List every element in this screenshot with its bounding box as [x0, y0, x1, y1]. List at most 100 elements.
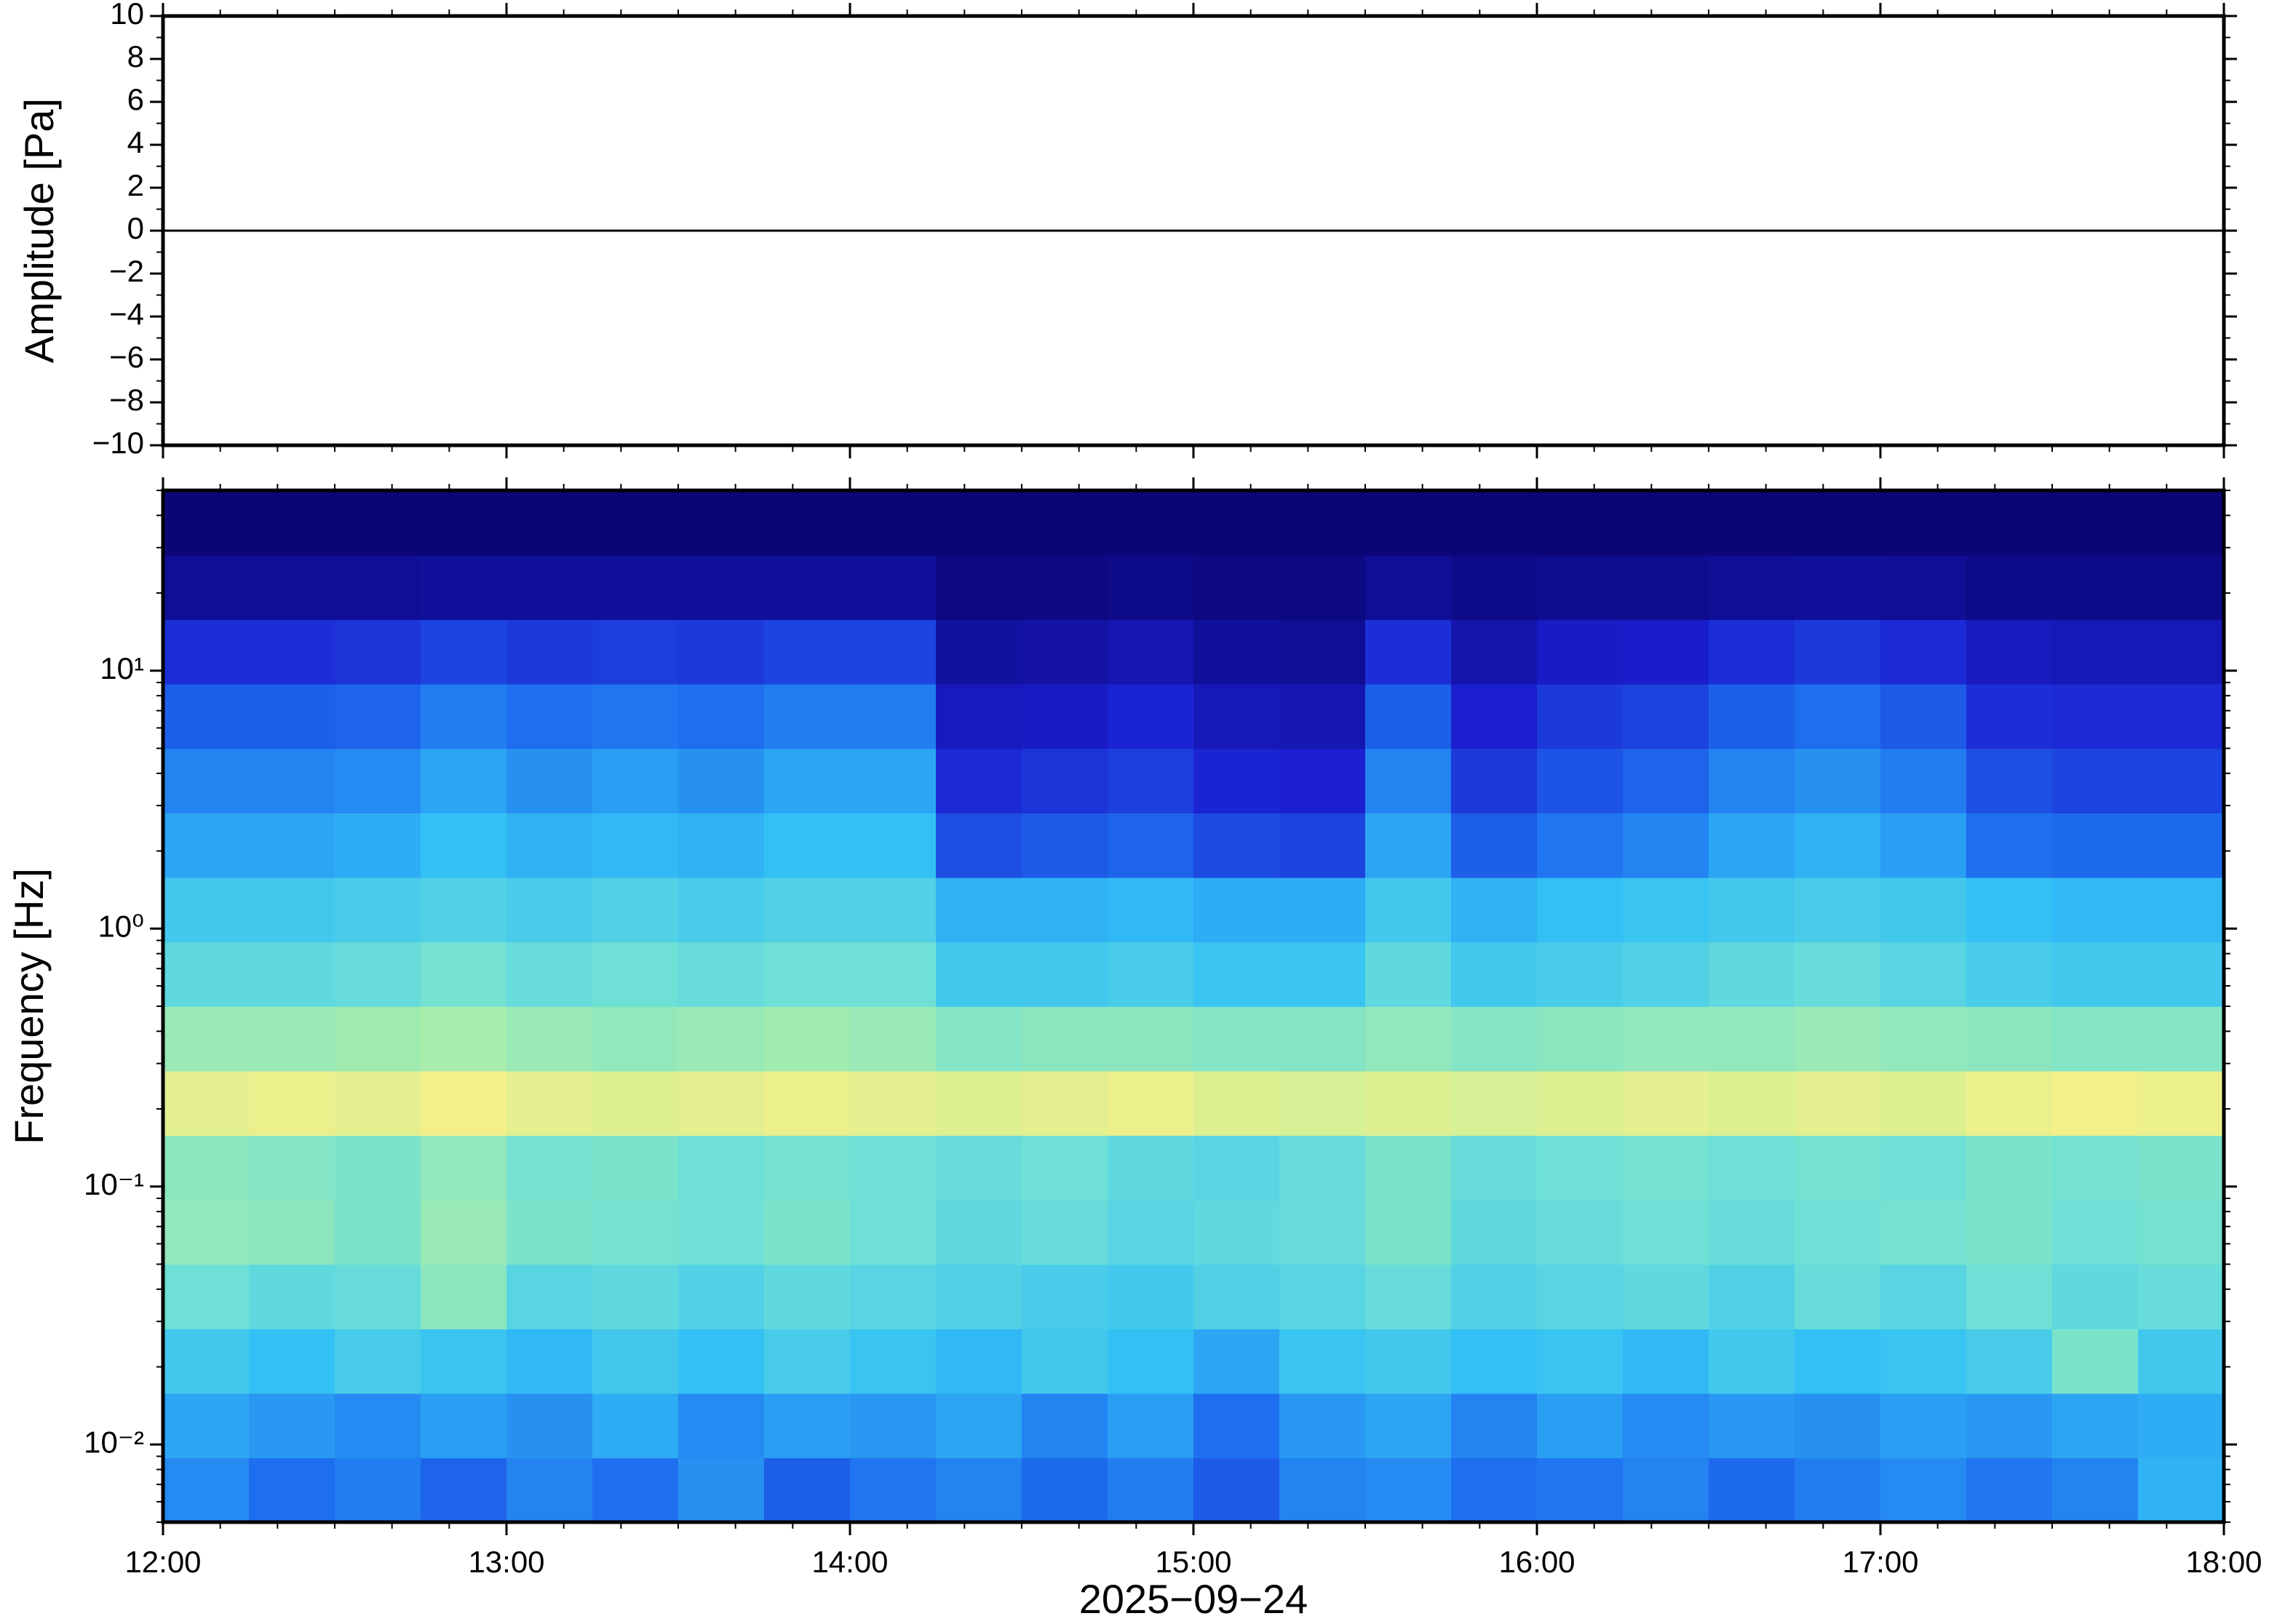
spectrogram-cell: [1279, 813, 1366, 878]
spectrogram-cell: [421, 942, 507, 1007]
y-tick-label: −2: [109, 254, 144, 288]
spectrogram-cell: [1709, 683, 1795, 749]
spectrogram-cell: [1022, 1006, 1108, 1072]
spectrogram-cell: [592, 748, 679, 813]
spectrogram-cell: [421, 554, 507, 621]
spectrogram-cell: [936, 1135, 1022, 1201]
spectrogram-cell: [592, 1329, 679, 1394]
spectrogram-cell: [678, 1006, 765, 1072]
spectrogram-cell: [936, 1006, 1022, 1072]
spectrogram-cell: [1193, 1199, 1280, 1265]
spectrogram-cell: [936, 748, 1022, 813]
spectrogram-cell: [1709, 813, 1795, 878]
spectrogram-cell: [1537, 1199, 1624, 1265]
spectrogram-cell: [1022, 1070, 1108, 1137]
spectrogram-cell: [1537, 813, 1624, 878]
spectrogram-cell: [1537, 1264, 1624, 1329]
spectrogram-cell: [678, 813, 765, 878]
spectrogram-cell: [1365, 748, 1452, 813]
spectrogram-cell: [1709, 877, 1795, 943]
spectrogram-cell: [850, 683, 937, 749]
spectrogram-cell: [1709, 554, 1795, 621]
spectrogram-cell: [1623, 1329, 1709, 1394]
spectrogram-cell: [1966, 1393, 2053, 1459]
y-tick-label: 0: [127, 211, 144, 245]
spectrogram-cell: [2138, 683, 2225, 749]
spectrogram-cell: [163, 1006, 250, 1072]
spectrogram-cell: [936, 813, 1022, 878]
spectrogram-cell: [1365, 490, 1452, 556]
spectrogram-cell: [1880, 813, 1967, 878]
spectrogram-cell: [1795, 877, 1881, 943]
spectrogram-cell: [1022, 813, 1108, 878]
spectrogram-cell: [2138, 1070, 2225, 1137]
spectrogram-cell: [936, 490, 1022, 556]
axes: −10 −8 −6 −4 −2 0 2 4 6 8 10 12:00 13:00 14:00 15:00 16…: [84, 0, 2262, 1579]
y-tick-label: 2: [127, 168, 144, 202]
spectrogram-cell: [764, 748, 851, 813]
spectrogram-cell: [1537, 877, 1624, 943]
spectrogram-cell: [936, 942, 1022, 1007]
spectrogram-cell: [936, 619, 1022, 685]
y-tick-label: 10⁻¹: [84, 1167, 144, 1201]
spectrogram-cell: [1880, 1199, 1967, 1265]
spectrogram-cell: [936, 1070, 1022, 1137]
spectrogram-cell: [1193, 683, 1280, 749]
spectrogram-cell: [1537, 1457, 1624, 1523]
spectrogram-cell: [1966, 1135, 2053, 1201]
spectrogram-cell: [421, 748, 507, 813]
spectrogram-cell: [249, 1006, 335, 1072]
spectrogram-cell: [335, 1264, 421, 1329]
spectrogram-cell: [421, 619, 507, 685]
spectrogram-cell: [1193, 554, 1280, 621]
spectrogram-cell: [1623, 490, 1709, 556]
spectrogram-cell: [1108, 1329, 1194, 1394]
spectrogram-cell: [249, 1393, 335, 1459]
spectrogram-cell: [850, 813, 937, 878]
spectrogram-cell: [1795, 1264, 1881, 1329]
spectrogram-cell: [678, 619, 765, 685]
spectrogram-cell: [163, 619, 250, 685]
spectrogram-cell: [1709, 1199, 1795, 1265]
spectrogram-cell: [1108, 1264, 1194, 1329]
spectrogram-cell: [1880, 1264, 1967, 1329]
spectrogram-cell: [163, 490, 250, 556]
spectrogram-cell: [421, 1135, 507, 1201]
spectrogram-cell: [1022, 942, 1108, 1007]
spectrogram-cell: [1193, 748, 1280, 813]
spectrogram-cell: [506, 942, 593, 1007]
spectrogram-cell: [1193, 1457, 1280, 1523]
spectrogram-cell: [1623, 1264, 1709, 1329]
spectrogram-cell: [2138, 1199, 2225, 1265]
spectrogram-cell: [1279, 490, 1366, 556]
spectrogram-cell: [2052, 1264, 2139, 1329]
y-tick-label: −8: [109, 383, 144, 417]
spectrogram-cell: [592, 1264, 679, 1329]
spectrogram-cell: [1537, 554, 1624, 621]
spectrogram-cell: [2052, 1006, 2139, 1072]
spectrogram-cell: [335, 942, 421, 1007]
spectrogram-cell: [1451, 1199, 1538, 1265]
spectrogram-cell: [335, 1393, 421, 1459]
spectrogram-cell: [764, 1199, 851, 1265]
spectrogram-cell: [1451, 1329, 1538, 1394]
spectrogram-cell: [764, 1329, 851, 1394]
spectrogram-cell: [1795, 1135, 1881, 1201]
spectrogram-cell: [249, 1135, 335, 1201]
spectrogram-cell: [335, 1135, 421, 1201]
spectrogram-cell: [850, 1070, 937, 1137]
spectrogram-cell: [1365, 1006, 1452, 1072]
spectrogram-cell: [1022, 877, 1108, 943]
spectrogram-cell: [1537, 748, 1624, 813]
spectrogram-cell: [249, 942, 335, 1007]
x-tick-label: 15:00: [1155, 1545, 1231, 1579]
spectrogram-cell: [1966, 748, 2053, 813]
spectrogram-cell: [936, 554, 1022, 621]
spectrogram-cell: [1966, 554, 2053, 621]
spectrogram-cell: [2138, 1264, 2225, 1329]
spectrogram-cell: [592, 683, 679, 749]
spectrogram-cell: [1279, 942, 1366, 1007]
spectrogram-cell: [1623, 1199, 1709, 1265]
spectrogram-cell: [1795, 748, 1881, 813]
spectrogram-cell: [850, 748, 937, 813]
